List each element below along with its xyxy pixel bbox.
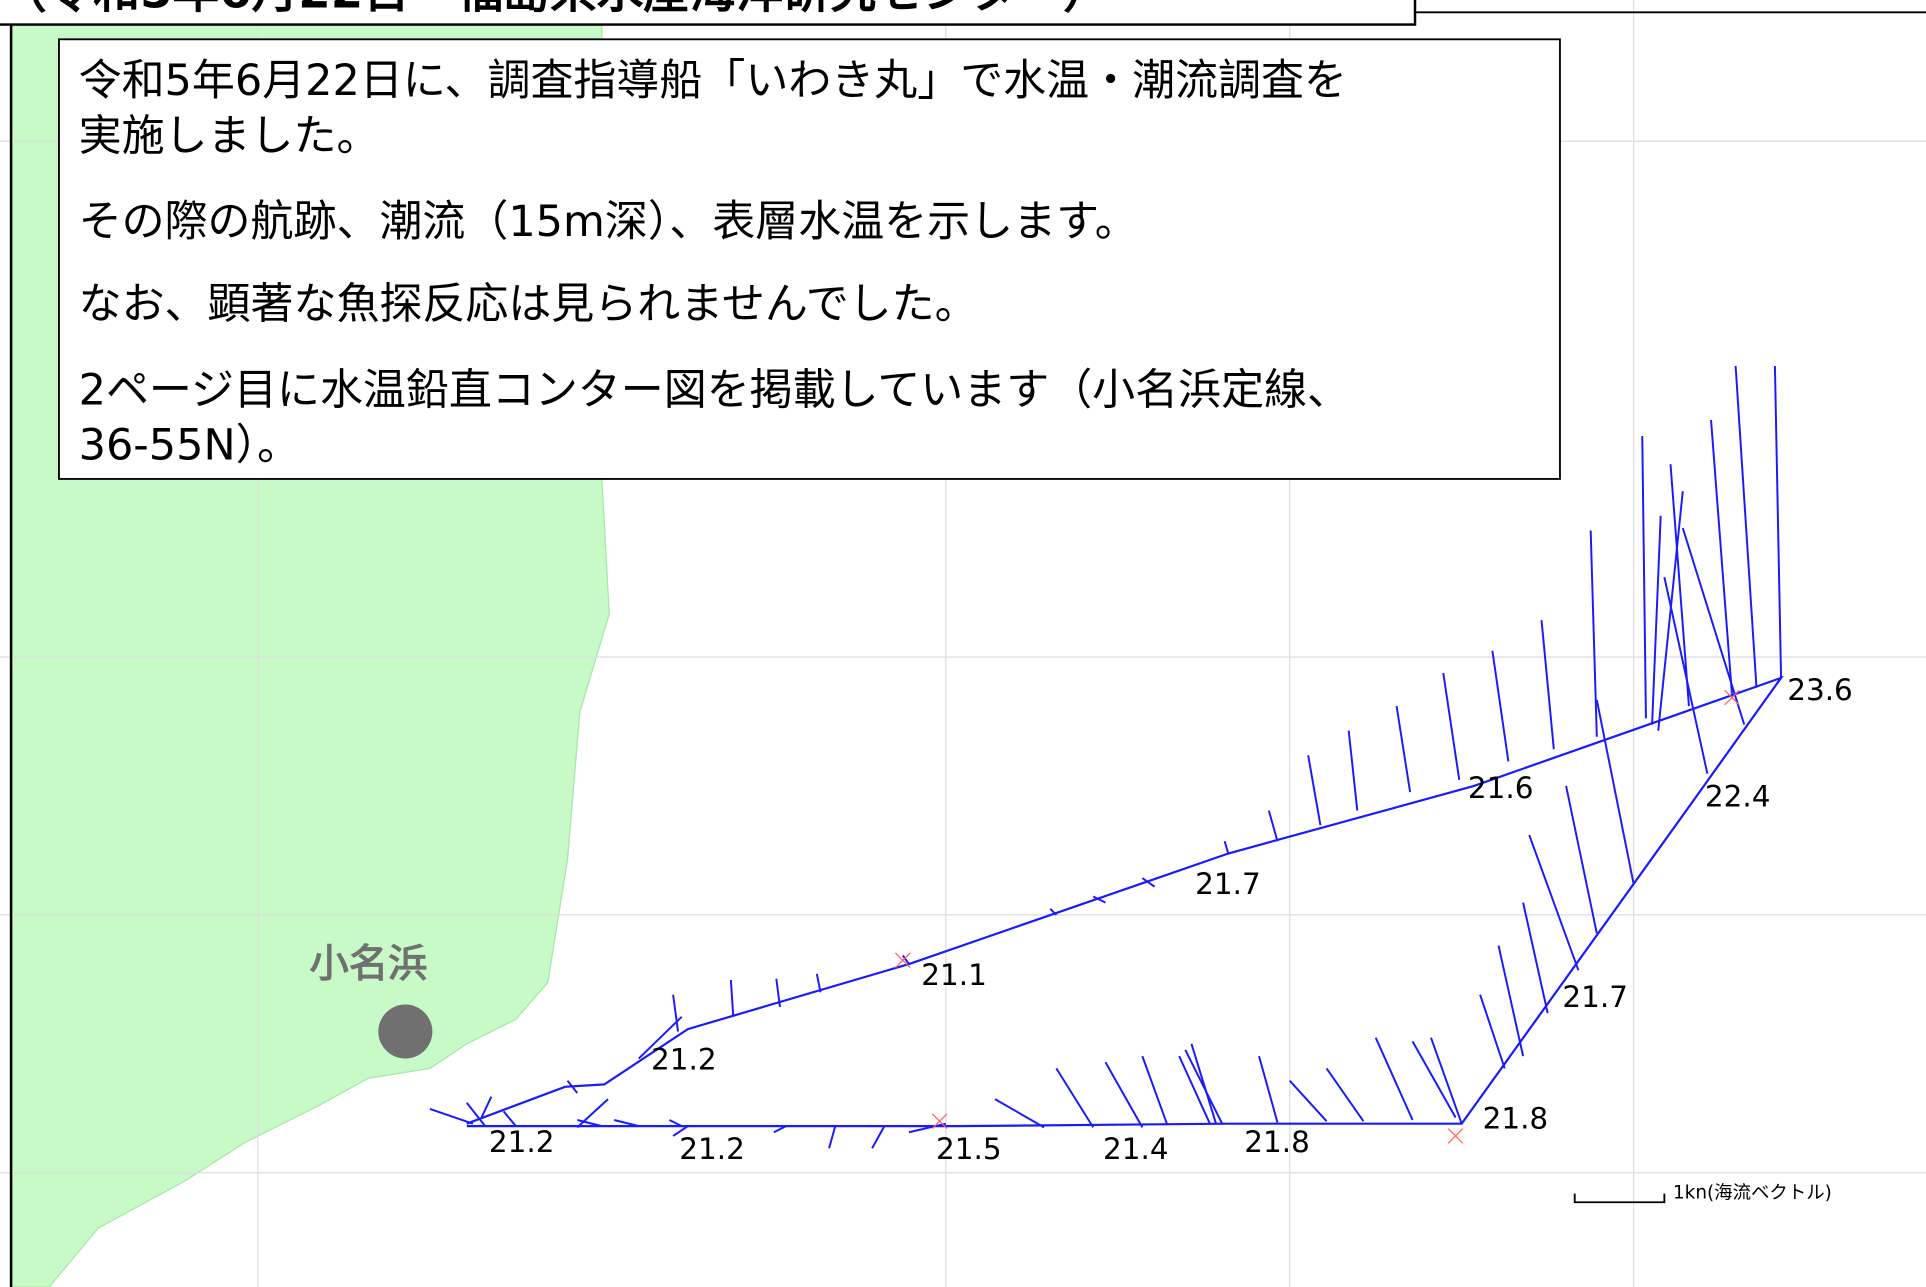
notice-line: 令和5年6月22日に、調査指導船「いわき丸」で水温・潮流調査を	[79, 56, 1347, 106]
current-vector	[1307, 755, 1322, 826]
temperature-label: 21.8	[1244, 1125, 1310, 1159]
title-box	[0, 0, 1417, 26]
current-vectors	[429, 365, 1783, 1149]
current-vector	[1528, 834, 1580, 971]
notice: 令和5年6月22日に、調査指導船「いわき丸」で水温・潮流調査を実施しました。その…	[79, 56, 1350, 471]
current-vector	[1430, 1037, 1463, 1124]
notice-line: なお、顕著な魚探反応は見られませんでした。	[79, 280, 978, 330]
temperature-label: 21.7	[1562, 980, 1628, 1014]
current-vector	[1651, 515, 1662, 725]
current-vector	[1491, 650, 1510, 762]
current-vector	[576, 1098, 609, 1129]
temperature-label: 21.5	[936, 1132, 1002, 1166]
notice-line: 2ページ目に水温鉛直コンター図を掲載しています（小名浜定線、	[79, 365, 1350, 415]
current-vector	[1092, 895, 1106, 904]
temperature-label: 21.2	[651, 1043, 717, 1077]
current-vector	[1055, 1067, 1095, 1128]
current-vector	[729, 979, 735, 1017]
current-vector	[1190, 1043, 1217, 1124]
current-vector	[1479, 994, 1506, 1069]
title: （令和5年6月22日 福島県水産海洋研究センター）	[0, 0, 1110, 20]
station-mark	[1724, 689, 1740, 706]
station-mark	[931, 1113, 948, 1130]
current-vector	[1540, 620, 1555, 750]
current-vector	[1681, 527, 1746, 725]
temperature-label: 21.6	[1468, 771, 1534, 805]
current-vector	[480, 1096, 493, 1118]
current-vector	[1395, 705, 1412, 793]
notice-line: 実施しました。	[79, 111, 380, 161]
current-vector	[1773, 365, 1783, 678]
station-mark	[1447, 1128, 1464, 1144]
notice-box	[58, 38, 1561, 480]
current-vector	[1641, 435, 1647, 719]
temperature-label: 21.2	[679, 1132, 745, 1166]
current-vector	[871, 1125, 886, 1149]
current-vector	[828, 1125, 837, 1149]
temperature-label: 22.4	[1705, 780, 1771, 814]
current-vector	[1522, 902, 1549, 1014]
current-vector	[1734, 365, 1758, 688]
current-vector	[1663, 576, 1709, 774]
current-vector	[1325, 1067, 1365, 1122]
place-label: 小名浜	[310, 942, 428, 987]
current-vector	[1104, 1061, 1144, 1128]
current-vector	[1258, 1055, 1279, 1123]
current-vector	[1347, 730, 1359, 811]
current-vector	[502, 1110, 517, 1127]
temperature-labels: 23.6 21.6 22.4 21.7 21.1 21.7 21.2 21.8 21.8 21.4…	[489, 673, 1853, 1166]
current-vector	[638, 1016, 683, 1060]
current-vector	[1657, 491, 1684, 731]
current-vector	[1411, 1040, 1457, 1119]
current-vector	[1223, 840, 1230, 854]
current-vector	[1178, 1055, 1211, 1125]
ship-track	[466, 675, 1784, 1128]
temperature-label: 21.4	[1103, 1132, 1169, 1166]
notice-line: その際の航跡、潮流（15m深）、表層水温を示します。	[79, 197, 1138, 247]
current-vector	[1289, 1080, 1328, 1122]
current-vector	[1710, 419, 1733, 694]
current-vector	[1141, 877, 1156, 888]
current-vector	[902, 954, 910, 965]
station-mark	[895, 952, 911, 969]
current-vector	[672, 1125, 689, 1137]
current-vector	[1565, 785, 1598, 934]
current-vector	[465, 1102, 486, 1127]
stations	[895, 689, 1740, 1144]
current-vector	[672, 994, 680, 1032]
current-vector	[1141, 1055, 1168, 1125]
current-vector	[1497, 945, 1525, 1057]
temperature-label: 21.8	[1483, 1101, 1549, 1135]
current-vector	[994, 1098, 1045, 1129]
current-vector	[1669, 464, 1690, 707]
scale-bar	[1573, 1193, 1666, 1204]
current-vector	[1267, 810, 1279, 842]
temperature-label: 21.2	[489, 1125, 555, 1159]
temperature-label: 21.7	[1195, 867, 1261, 901]
current-vector	[1595, 699, 1635, 885]
notice-line: 36-55N）。	[79, 421, 300, 471]
current-vector	[1442, 672, 1461, 780]
place-marker	[378, 1004, 433, 1059]
current-vector	[429, 1108, 474, 1125]
temperature-label: 23.6	[1787, 673, 1853, 707]
current-vector	[1589, 530, 1598, 737]
current-vector	[1374, 1037, 1414, 1121]
scale-label: 1kn(海流ベクトル)	[1673, 1183, 1832, 1204]
temperature-label: 21.1	[921, 958, 987, 992]
